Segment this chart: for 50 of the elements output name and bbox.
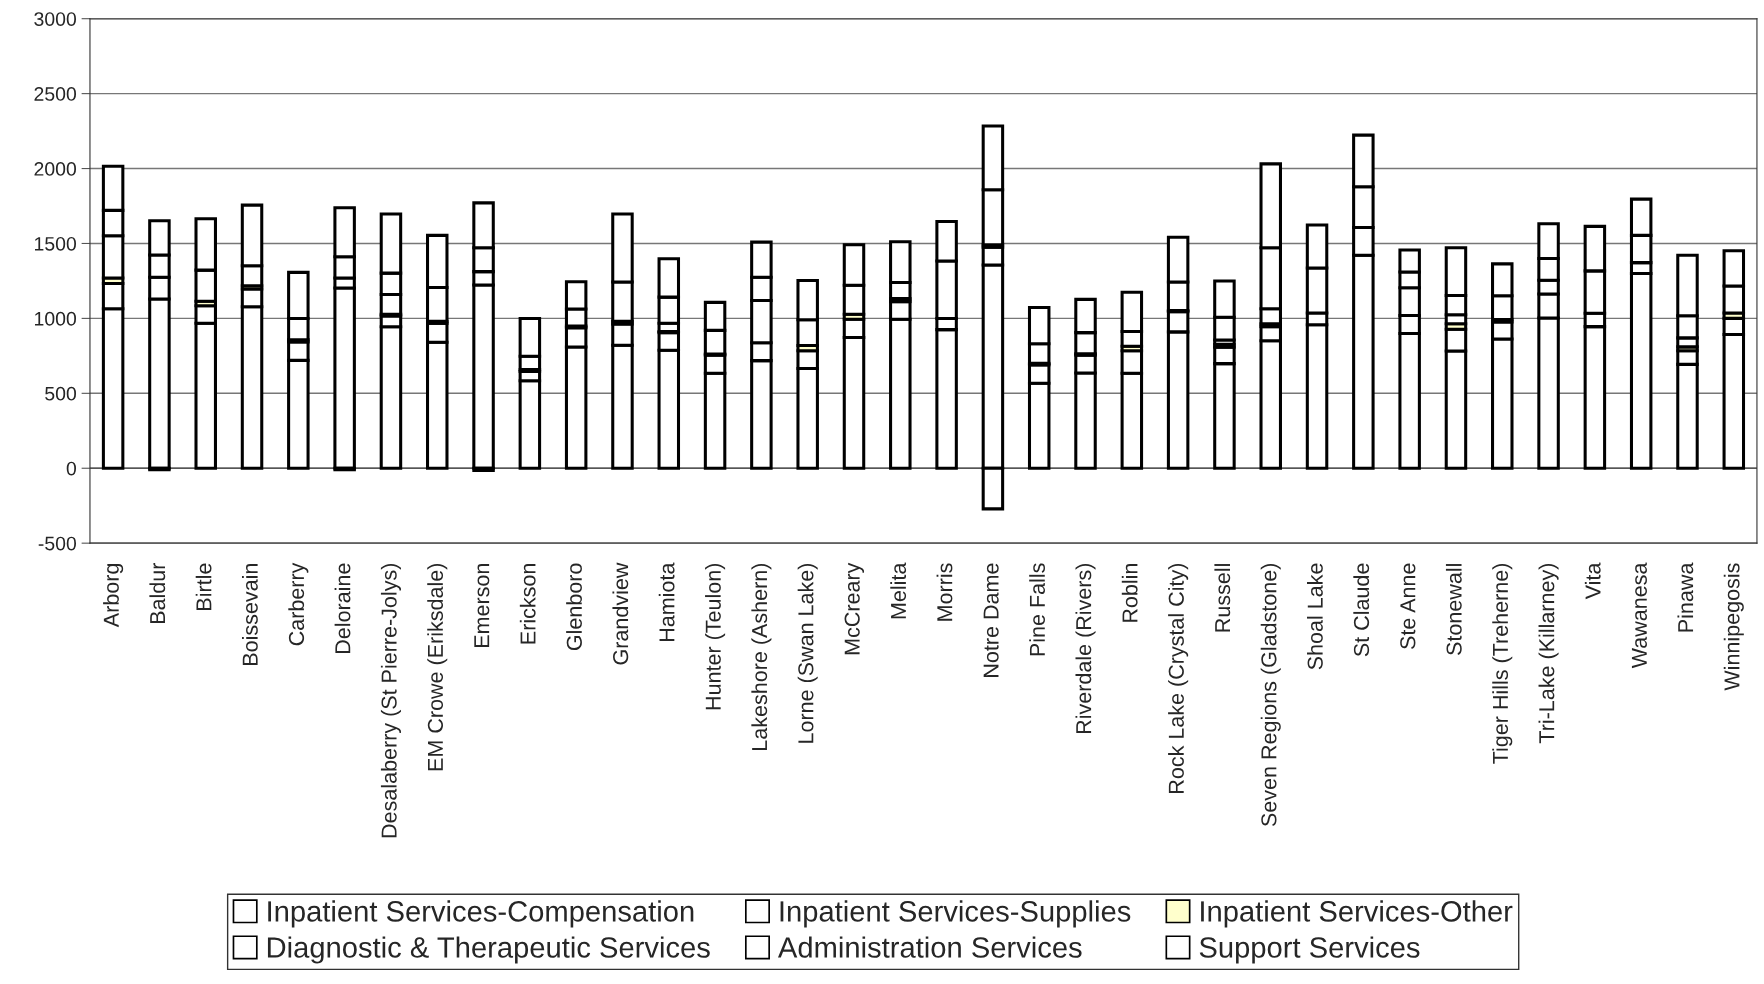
legend-label: Administration Services: [777, 936, 1082, 958]
x-tick-label: Ste Anne: [1400, 563, 1416, 650]
x-tick-label: Shoal Lake: [1307, 563, 1323, 670]
x-tick-label: Morris: [936, 563, 953, 621]
x-tick-label: Notre Dame: [983, 563, 999, 677]
x-tick-label: Vita: [1584, 562, 1601, 600]
x-tick-label: Baldur: [149, 562, 166, 624]
x-tick-label: Birtle: [195, 563, 212, 610]
x-tick-label: Glenboro: [566, 563, 582, 651]
x-tick-label: Hamiota: [658, 562, 675, 641]
x-tick-label: Emerson: [474, 564, 490, 647]
x-tick-label: Stonewall: [1445, 564, 1462, 655]
x-tick-label: Riverdale (Rivers): [1075, 563, 1096, 734]
x-tick-label: Desalaberry (St Pierre-Jolys): [380, 563, 401, 838]
x-tick-label: Pine Falls: [1029, 563, 1045, 656]
legend-label: Inpatient Services-Supplies: [780, 900, 1131, 928]
y-tick-label: 1000: [35, 311, 77, 326]
x-tick-label: Erickson: [519, 564, 536, 644]
y-tick-label: 2000: [34, 162, 77, 176]
x-tick-label: Rock Lake (Crystal City): [1168, 563, 1189, 793]
x-tick-label: Roblin: [1121, 564, 1138, 622]
x-tick-label: Winnipegosis: [1723, 563, 1744, 691]
y-tick-label: 2500: [34, 87, 77, 101]
x-tick-label: Grandview: [612, 562, 629, 665]
y-tick-label: 1500: [35, 236, 77, 251]
legend-label: Inpatient Services-Compensation: [268, 900, 694, 928]
x-tick-label: Seven Regions (Gladstone): [1260, 563, 1281, 827]
x-tick-label: Carberry: [288, 562, 309, 646]
legend-label: Support Services: [1199, 936, 1420, 964]
x-tick-label: EM Crowe (Eriksdale): [427, 563, 448, 771]
legend-label: Diagnostic & Therapeutic Services: [267, 936, 710, 964]
x-tick-label: Tiger Hills (Treherne): [1492, 563, 1513, 764]
x-tick-label: St Claude: [1353, 563, 1370, 657]
x-tick-label: Pinawa: [1677, 562, 1694, 632]
x-tick-label: McCreary: [844, 562, 865, 655]
x-tick-label: Deloraine: [334, 563, 351, 653]
x-tick-label: Boissevain: [242, 564, 258, 665]
y-tick-label: 0: [66, 461, 77, 476]
x-tick-label: Lorne (Swan Lake): [797, 563, 818, 743]
legend-label: Inpatient Services-Other: [1201, 900, 1513, 928]
x-tick-label: Russell: [1214, 564, 1231, 632]
y-tick-label: 3000: [34, 12, 77, 26]
x-tick-label: Wawanesa: [1631, 562, 1647, 669]
x-tick-label: Tri-Lake (Killarney): [1538, 563, 1559, 744]
x-tick-label: Arborg: [103, 563, 124, 628]
x-tick-label: Melita: [890, 562, 907, 619]
x-tick-label: Hunter (Teulon): [705, 563, 726, 710]
y-tick-label: -500: [38, 536, 77, 551]
y-tick-label: 500: [45, 386, 77, 401]
x-tick-label: Lakeshore (Ashern): [751, 563, 772, 750]
